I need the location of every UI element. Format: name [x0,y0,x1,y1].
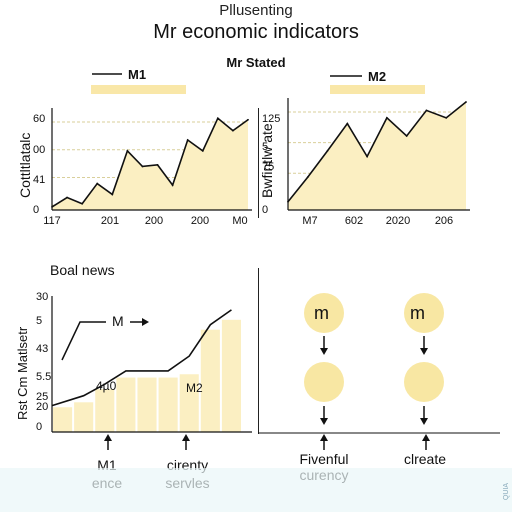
chart2-point [405,135,408,137]
chart1-point [96,182,99,185]
flow-caption-1a: Fivenful [299,451,349,467]
chart1-point [247,118,249,121]
chart1-ytick: 60 [33,113,46,125]
legend-m2: M2 [368,69,387,84]
chart1-point [141,165,144,168]
chart1-point [126,149,129,152]
chart3-bar [158,377,178,432]
chart3-ytick: 43 [36,343,49,355]
chart2-ytick: 75 [262,161,275,173]
chart1-point [232,129,234,132]
chart2-xtick: 602 [344,215,364,227]
chart3-bar [116,377,136,432]
chart1-ytick: 0 [33,204,40,216]
chart3-ytick: 0 [36,421,43,433]
subtitle: Pllusenting [219,2,293,19]
chart2-ytick: 5 [262,141,269,153]
chart1-ytick: 00 [33,144,46,156]
chart1-xtick: 201 [100,215,120,227]
top-divider [258,108,259,218]
chart1-xtick: 117 [43,215,61,227]
chart1-point [81,202,84,205]
chart2-point [465,101,467,103]
bar-label-2: M2 [186,381,203,395]
arrow-label: M [112,313,124,329]
chart3-bar [137,377,157,432]
chart1-ytick: 41 [33,174,46,186]
flow-col-1 [304,293,344,425]
chart3-bar [53,407,73,432]
chart1-point [66,196,68,199]
bar-label-1: 4µ0 [96,379,117,393]
chart1-point [111,193,114,196]
flow-node-2-label: m [410,303,425,323]
center-label: Mr Stated [226,55,286,70]
chart1-series-line [51,116,249,208]
flow-caption-2: clreate [403,451,447,467]
chart1-point [186,139,189,141]
chart3-bar [221,319,241,432]
flow-col-2 [404,293,444,425]
chart2-xtick: 206 [434,215,454,227]
chart2-point [326,149,329,152]
chart3-bar [200,329,220,432]
chart2-area [288,102,466,210]
chart3-series-line [51,309,232,407]
chart2-ytick: 0 [262,204,269,216]
chart2-point [385,116,388,119]
chart2-series-line [287,101,467,203]
chart1-point [156,163,159,166]
chart1-xtick: M0 [232,215,248,227]
chart2-xtick: M7 [302,215,318,227]
chart3-ytick: 5.5 [36,371,52,383]
watermark: QUIA [503,482,511,501]
chart3-bar [179,374,199,432]
chart2-ytick: 125 [262,113,281,125]
chart2-point [306,176,309,178]
chart3-bar [95,389,115,432]
chart2-point [425,109,428,112]
chart1-point [201,149,204,152]
chart3-ytick: 25 [36,391,49,403]
chart2-point [366,155,369,158]
chart3-arrow-head [142,318,149,326]
chart3-ytick: 30 [36,291,49,303]
chart3-ytick: 20 [36,401,49,413]
chart1-xtick: 200 [190,215,210,227]
chart1-xtick: 200 [144,215,164,227]
chart2-point [346,122,349,125]
chart3-ytick: 5 [36,315,43,327]
bottom-section-title: Boal news [50,262,115,278]
legend-m1: M1 [128,67,147,82]
page-title: Mr economic indicators [153,21,359,43]
flow-node-1-label: m [314,303,329,323]
chart1-point [171,184,174,187]
bottom-divider [258,268,259,434]
chart3-bar [74,402,94,432]
chart3-bracket [61,321,106,361]
chart1-point [216,117,219,120]
bottom-band [0,468,512,512]
chart2-point [445,116,448,119]
chart2-xtick: 2020 [385,215,411,227]
